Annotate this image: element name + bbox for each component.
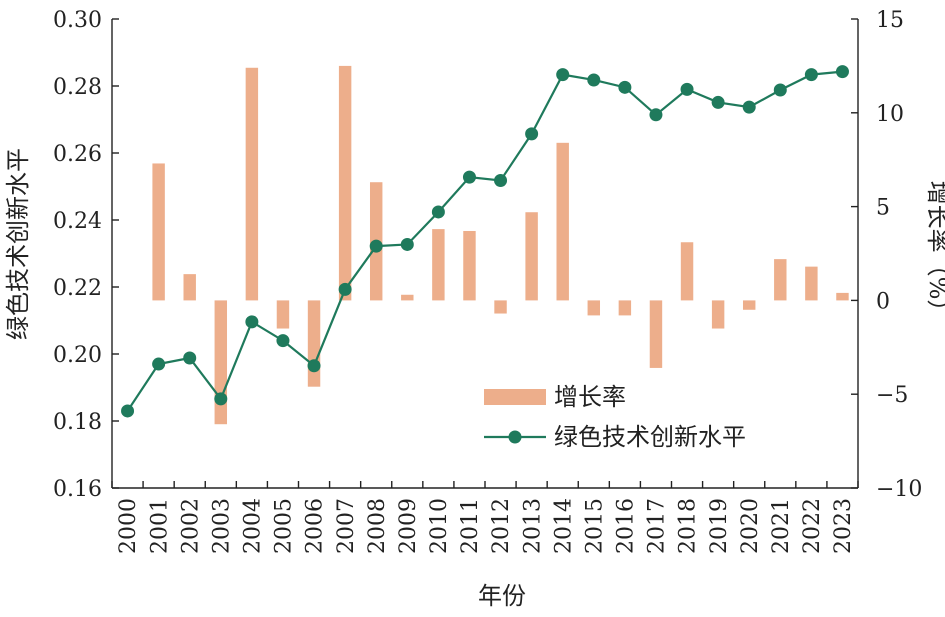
x-tick-label: 2000 — [116, 498, 141, 554]
innovation-point — [462, 170, 476, 184]
x-tick-label: 2004 — [241, 498, 266, 554]
y-left-tick-label: 0.26 — [53, 142, 102, 167]
innovation-point — [214, 392, 228, 406]
innovation-point — [804, 68, 818, 82]
innovation-point — [742, 100, 756, 114]
growth-bar — [183, 274, 196, 301]
growth-bar — [276, 300, 290, 329]
growth-bar — [649, 300, 663, 368]
y-right-tick-label: 10 — [876, 102, 904, 127]
growth-bar — [494, 300, 507, 314]
innovation-point — [183, 351, 197, 365]
x-tick-label: 2006 — [303, 498, 328, 554]
x-tick-label: 2023 — [831, 498, 856, 554]
legend-line-label: 绿色技术创新水平 — [554, 423, 746, 451]
y-left-tick-label: 0.18 — [53, 410, 102, 435]
x-tick-label: 2014 — [551, 498, 576, 554]
y-left-tick-label: 0.22 — [53, 276, 102, 301]
growth-bar — [774, 259, 787, 301]
innovation-point — [121, 404, 135, 418]
left-axis-ticks: 0.16 0.18 0.20 0.22 0.24 0.26 0.28 0.30 — [53, 8, 119, 502]
x-tick-label: 2003 — [209, 498, 234, 554]
x-tick-label: 2005 — [272, 498, 297, 554]
growth-bar — [525, 212, 538, 301]
y-right-tick-label: 15 — [876, 8, 904, 33]
growth-bar — [711, 300, 725, 329]
legend: 增长率 绿色技术创新水平 — [484, 383, 746, 451]
growth-bar — [680, 242, 694, 301]
innovation-point — [835, 65, 849, 79]
x-tick-label: 2010 — [427, 498, 452, 554]
x-tick-label: 2018 — [676, 498, 701, 554]
innovation-point — [680, 82, 694, 96]
x-tick-label: 2011 — [458, 498, 483, 554]
growth-bar — [742, 300, 756, 310]
x-tick-label: 2021 — [769, 498, 794, 554]
innovation-point — [245, 315, 259, 329]
x-tick-label: 2022 — [800, 498, 825, 554]
x-axis-title: 年份 — [478, 582, 526, 610]
innovation-point — [618, 80, 632, 94]
growth-bar — [805, 266, 818, 301]
growth-bar — [587, 300, 601, 316]
innovation-point — [152, 357, 166, 371]
innovation-point — [338, 282, 352, 296]
y-right-tick-label: 5 — [876, 196, 890, 221]
line-series — [121, 65, 849, 418]
innovation-point — [649, 108, 663, 122]
innovation-point — [307, 359, 321, 373]
innovation-point — [556, 68, 570, 82]
y-right-axis-title: 增长率（%） — [924, 181, 945, 324]
growth-bar — [463, 230, 476, 301]
growth-bar — [307, 300, 321, 387]
growth-bar — [338, 65, 352, 301]
right-axis-ticks: −10 −5 0 5 10 15 — [851, 8, 922, 502]
y-right-tick-label: −10 — [876, 477, 922, 502]
innovation-point — [711, 95, 725, 109]
x-tick-label: 2017 — [645, 498, 670, 554]
innovation-point — [369, 239, 383, 253]
x-tick-label: 2019 — [707, 498, 732, 554]
growth-bar — [401, 294, 414, 301]
legend-bar-swatch — [484, 389, 546, 405]
x-tick-label: 2012 — [489, 498, 514, 554]
y-left-tick-label: 0.30 — [53, 8, 102, 33]
legend-line-marker — [508, 430, 522, 444]
growth-bar — [618, 300, 632, 316]
x-tick-label: 2002 — [178, 498, 203, 554]
innovation-point — [400, 237, 414, 251]
x-tick-label: 2015 — [582, 498, 607, 554]
innovation-point — [773, 83, 787, 97]
growth-bar — [556, 142, 569, 301]
growth-bar — [245, 67, 259, 301]
y-left-tick-label: 0.16 — [53, 477, 102, 502]
growth-bar — [152, 163, 165, 301]
x-axis-ticks: 2000 2001 2002 2003 2004 2005 2006 2007 2008 2009… — [111, 481, 859, 554]
y-right-tick-label: −5 — [876, 383, 908, 408]
innovation-point — [494, 173, 508, 187]
x-tick-label: 2016 — [614, 498, 639, 554]
x-tick-label: 2009 — [396, 498, 421, 554]
x-tick-label: 2007 — [334, 498, 359, 554]
x-tick-label: 2001 — [147, 498, 172, 554]
growth-bar — [214, 300, 228, 425]
innovation-point — [276, 334, 290, 348]
y-right-tick-label: 0 — [876, 289, 890, 314]
y-left-tick-label: 0.20 — [53, 343, 102, 368]
x-tick-label: 2008 — [365, 498, 390, 554]
y-left-axis-title: 绿色技术创新水平 — [4, 148, 32, 340]
bar-series — [152, 65, 849, 425]
innovation-point — [525, 127, 539, 141]
innovation-point — [587, 73, 601, 87]
growth-bar — [836, 292, 849, 301]
growth-bar — [432, 229, 445, 301]
y-left-tick-label: 0.24 — [53, 209, 102, 234]
y-left-tick-label: 0.28 — [53, 75, 102, 100]
legend-bar-label: 增长率 — [554, 383, 626, 411]
innovation-line — [126, 70, 843, 412]
innovation-point — [431, 205, 445, 219]
x-tick-label: 2013 — [520, 498, 545, 554]
x-tick-label: 2020 — [738, 498, 763, 554]
